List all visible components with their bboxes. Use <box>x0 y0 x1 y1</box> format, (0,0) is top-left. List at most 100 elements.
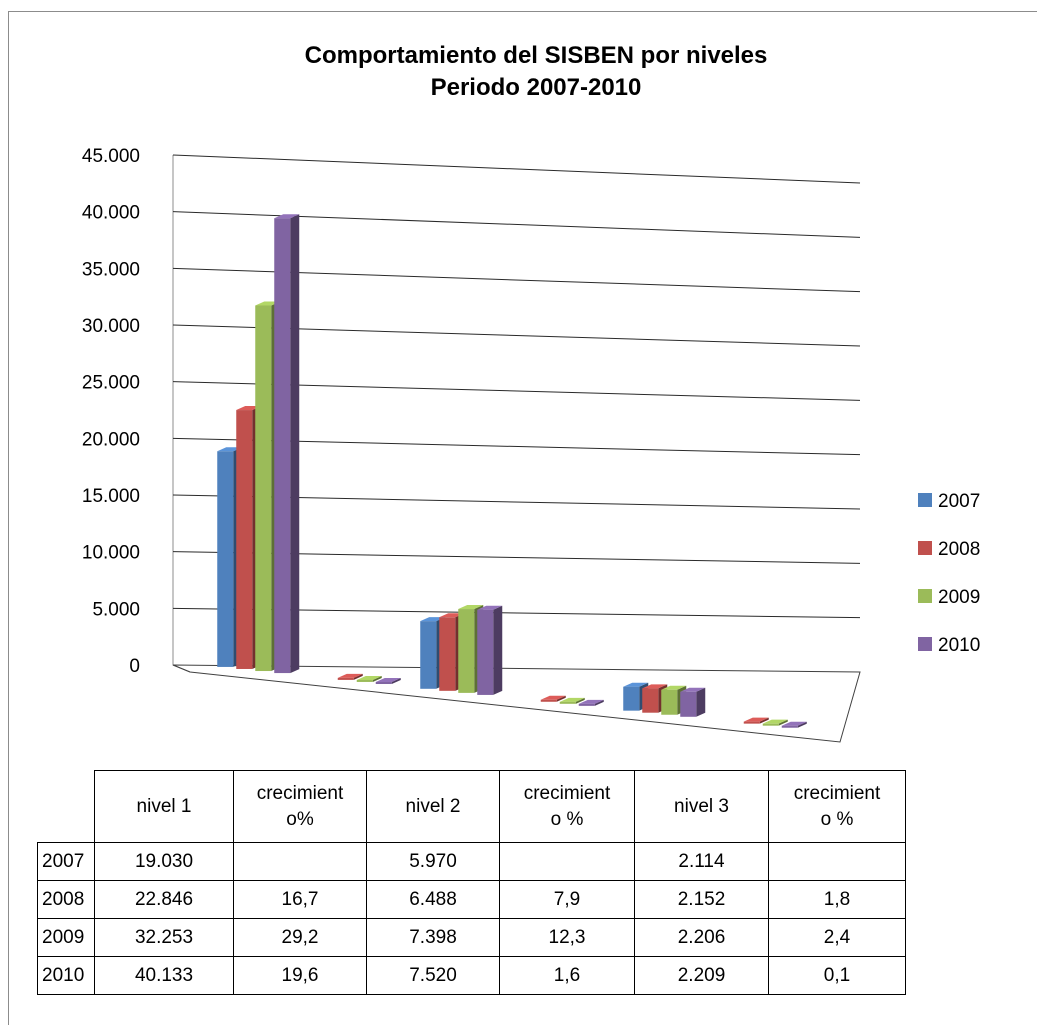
legend-label-2009: 2009 <box>938 587 980 608</box>
table-row: 2007 19.030 5.970 2.114 <box>37 842 906 881</box>
table-cell: 19,6 <box>233 956 367 995</box>
table-cell <box>233 842 367 881</box>
bar-top <box>274 214 300 219</box>
table-cell <box>499 842 635 881</box>
bar-2010-2 <box>477 605 503 695</box>
table-cell: 1,8 <box>768 880 906 919</box>
bar-front <box>781 725 798 728</box>
bar-side <box>696 687 706 717</box>
bar-front <box>578 703 595 706</box>
bar-side <box>575 697 585 704</box>
bar-2008-3 <box>540 695 566 702</box>
y-tick-label: 45.000 <box>82 146 140 167</box>
bar-side <box>797 721 807 728</box>
table-cell: 1,6 <box>499 956 635 995</box>
bar-2009-3 <box>559 697 585 704</box>
table-cell: 7.398 <box>366 918 500 957</box>
bar-top <box>255 301 281 306</box>
bar-2010-0 <box>274 214 300 674</box>
table-row-year: 2008 <box>37 880 95 919</box>
bar-front <box>420 621 437 689</box>
table-row-year: 2009 <box>37 918 95 957</box>
bar-top <box>661 685 687 690</box>
table-header: crecimient o % <box>499 770 635 843</box>
table-cell: 2.152 <box>634 880 769 919</box>
legend-swatch-2007 <box>918 493 932 507</box>
bar-front <box>762 723 779 726</box>
y-tick-label: 20.000 <box>82 429 140 450</box>
legend-label-2007: 2007 <box>938 491 980 512</box>
table-row: 2010 40.133 19,6 7.520 1,6 2.209 0,1 <box>37 956 906 995</box>
bar-top <box>420 617 446 622</box>
table-cell: 2.206 <box>634 918 769 957</box>
bar-top <box>356 675 382 680</box>
bar-front <box>458 609 475 693</box>
table-cell: 0,1 <box>768 956 906 995</box>
y-tick-label: 15.000 <box>82 486 140 507</box>
bar-top <box>337 673 363 678</box>
bar-front <box>642 688 659 713</box>
table-header: crecimient o% <box>233 770 367 843</box>
legend-label-2010: 2010 <box>938 635 980 656</box>
chart-title-line-1: Comportamiento del SISBEN por niveles <box>305 42 768 69</box>
bar-2010-4 <box>680 687 706 717</box>
bar-top <box>540 695 566 700</box>
table-cell: 12,3 <box>499 918 635 957</box>
bar-top <box>439 613 465 618</box>
table-cell: 2.209 <box>634 956 769 995</box>
bar-front <box>375 682 392 685</box>
bar-2010-1 <box>375 678 401 685</box>
bar-2009-1 <box>356 675 382 682</box>
table-header: nivel 3 <box>634 770 769 843</box>
bar-front <box>743 721 760 724</box>
table-cell: 6.488 <box>366 880 500 919</box>
bar-front <box>623 686 640 711</box>
data-table: nivel 1 crecimient o% nivel 2 crecimient o … <box>37 770 906 995</box>
table-cell: 7,9 <box>499 880 635 919</box>
side-wall-edge <box>172 155 191 673</box>
bar-side <box>759 717 769 724</box>
bar-top <box>458 605 484 610</box>
bar-side <box>556 695 566 702</box>
bar-front <box>217 451 234 667</box>
bar-side <box>353 673 363 680</box>
table-cell: 5.970 <box>366 842 500 881</box>
table-cell: 19.030 <box>94 842 234 881</box>
chart-title-line-2: Periodo 2007-2010 <box>431 74 642 101</box>
floor-outline <box>172 664 861 743</box>
table-header: nivel 2 <box>366 770 500 843</box>
legend: 2007 2008 2009 2010 <box>918 491 980 656</box>
y-tick-label: 40.000 <box>82 203 140 224</box>
bar-front <box>439 617 456 691</box>
bar-2010-3 <box>578 699 604 706</box>
bar-front <box>477 609 494 695</box>
bar-front <box>661 689 678 715</box>
table-cell: 2,4 <box>768 918 906 957</box>
table-cell: 40.133 <box>94 956 234 995</box>
bar-side <box>493 605 503 695</box>
bar-side <box>391 678 401 685</box>
table-cell: 7.520 <box>366 956 500 995</box>
bar-2010-5 <box>781 721 807 728</box>
gridline <box>172 154 861 184</box>
legend-swatch-2010 <box>918 637 932 651</box>
bar-top <box>642 684 668 689</box>
bar-front <box>274 218 291 674</box>
y-tick-label: 5.000 <box>92 599 140 620</box>
bar-top <box>578 699 604 704</box>
y-tick-label: 10.000 <box>82 543 140 564</box>
table-cell: 29,2 <box>233 918 367 957</box>
bar-top <box>743 717 769 722</box>
bar-front <box>559 701 576 704</box>
table-cell: 16,7 <box>233 880 367 919</box>
bar-side <box>594 699 604 706</box>
bar-top <box>781 721 807 726</box>
legend-label-2008: 2008 <box>938 539 980 560</box>
bar-2008-1 <box>337 673 363 680</box>
table-row: 2009 32.253 29,2 7.398 12,3 2.206 2,4 <box>37 918 906 957</box>
table-header: nivel 1 <box>94 770 234 843</box>
y-tick-label: 35.000 <box>82 259 140 280</box>
bar-front <box>356 679 373 682</box>
y-axis-ticks: 0 5.000 10.000 15.000 20.000 25.000 30.000 35.0… <box>82 146 140 677</box>
